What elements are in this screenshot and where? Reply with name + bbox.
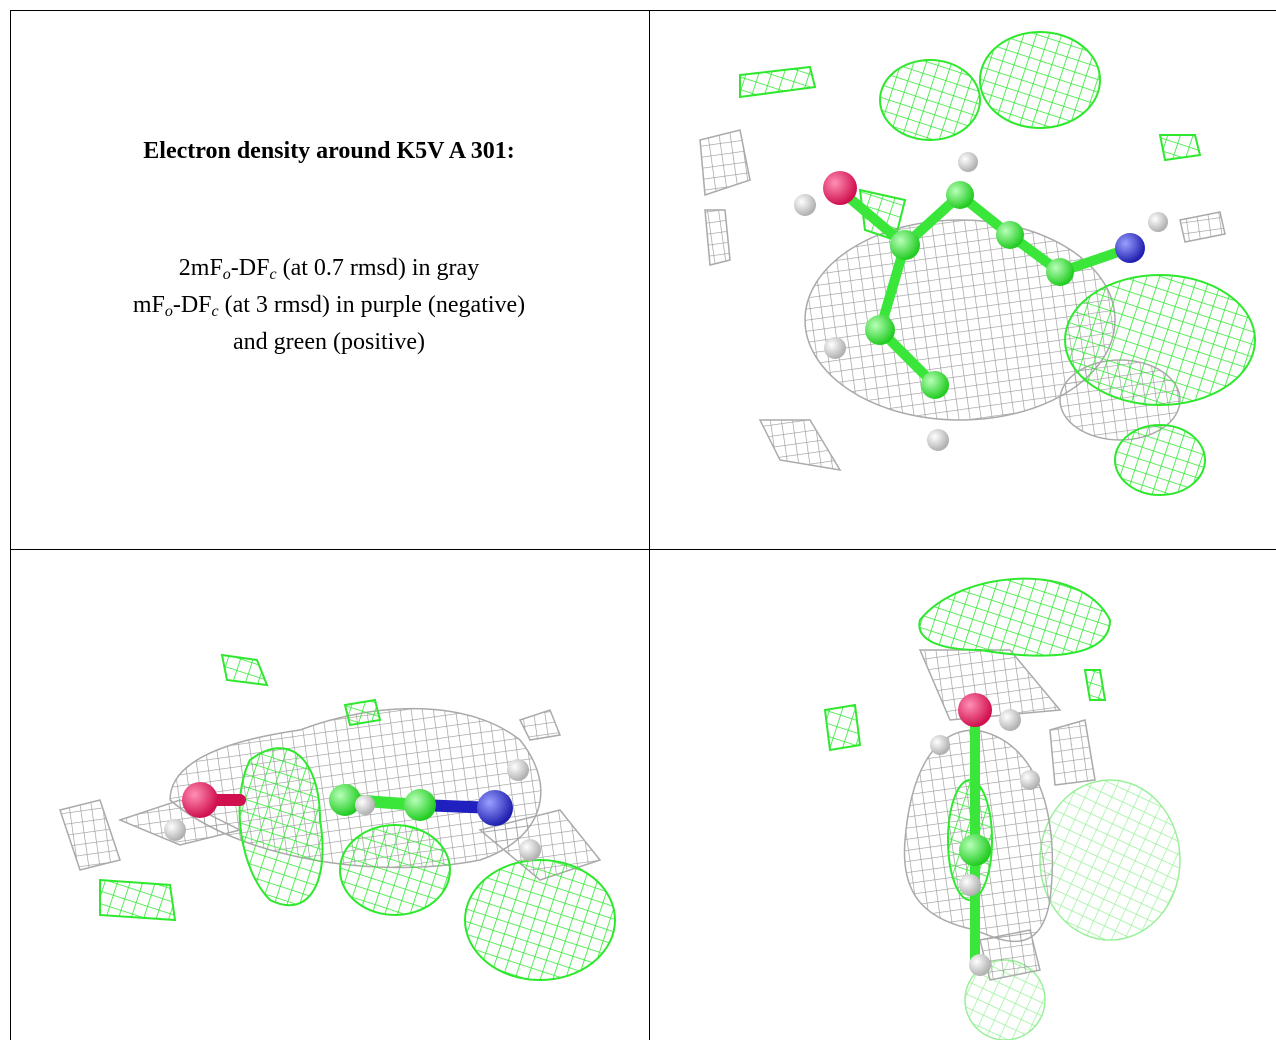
subscript: o xyxy=(222,266,231,283)
legend-line: mFo-DFc (at 3 rmsd) in purple (negative) xyxy=(10,287,648,324)
legend-line: and green (positive) xyxy=(10,324,648,361)
text-run: 2mF xyxy=(178,255,223,281)
text-run: and green (positive) xyxy=(233,329,425,355)
subscript: c xyxy=(269,266,277,283)
text-run: -DF xyxy=(230,255,270,281)
legend-line: 2mFo-DFc (at 0.7 rmsd) in gray xyxy=(10,250,648,287)
text-run: (at 3 rmsd) in purple (negative) xyxy=(218,292,526,318)
text-run: (at 0.7 rmsd) in gray xyxy=(276,255,480,281)
legend-lines: 2mFo-DFc (at 0.7 rmsd) in gray mFo-DFc (a… xyxy=(10,250,648,361)
density-view-top xyxy=(699,31,1256,496)
legend-cell: Electron density around K5V A 301: 2mFo-… xyxy=(10,10,648,548)
density-view-end xyxy=(823,577,1181,1040)
table-borders xyxy=(10,10,1276,1040)
subscript: c xyxy=(211,303,219,320)
legend-title: Electron density around K5V A 301: xyxy=(143,138,515,164)
density-view-side xyxy=(59,653,616,981)
text-run: mF xyxy=(132,292,165,318)
text-run: -DF xyxy=(172,292,212,318)
subscript: o xyxy=(164,303,173,320)
